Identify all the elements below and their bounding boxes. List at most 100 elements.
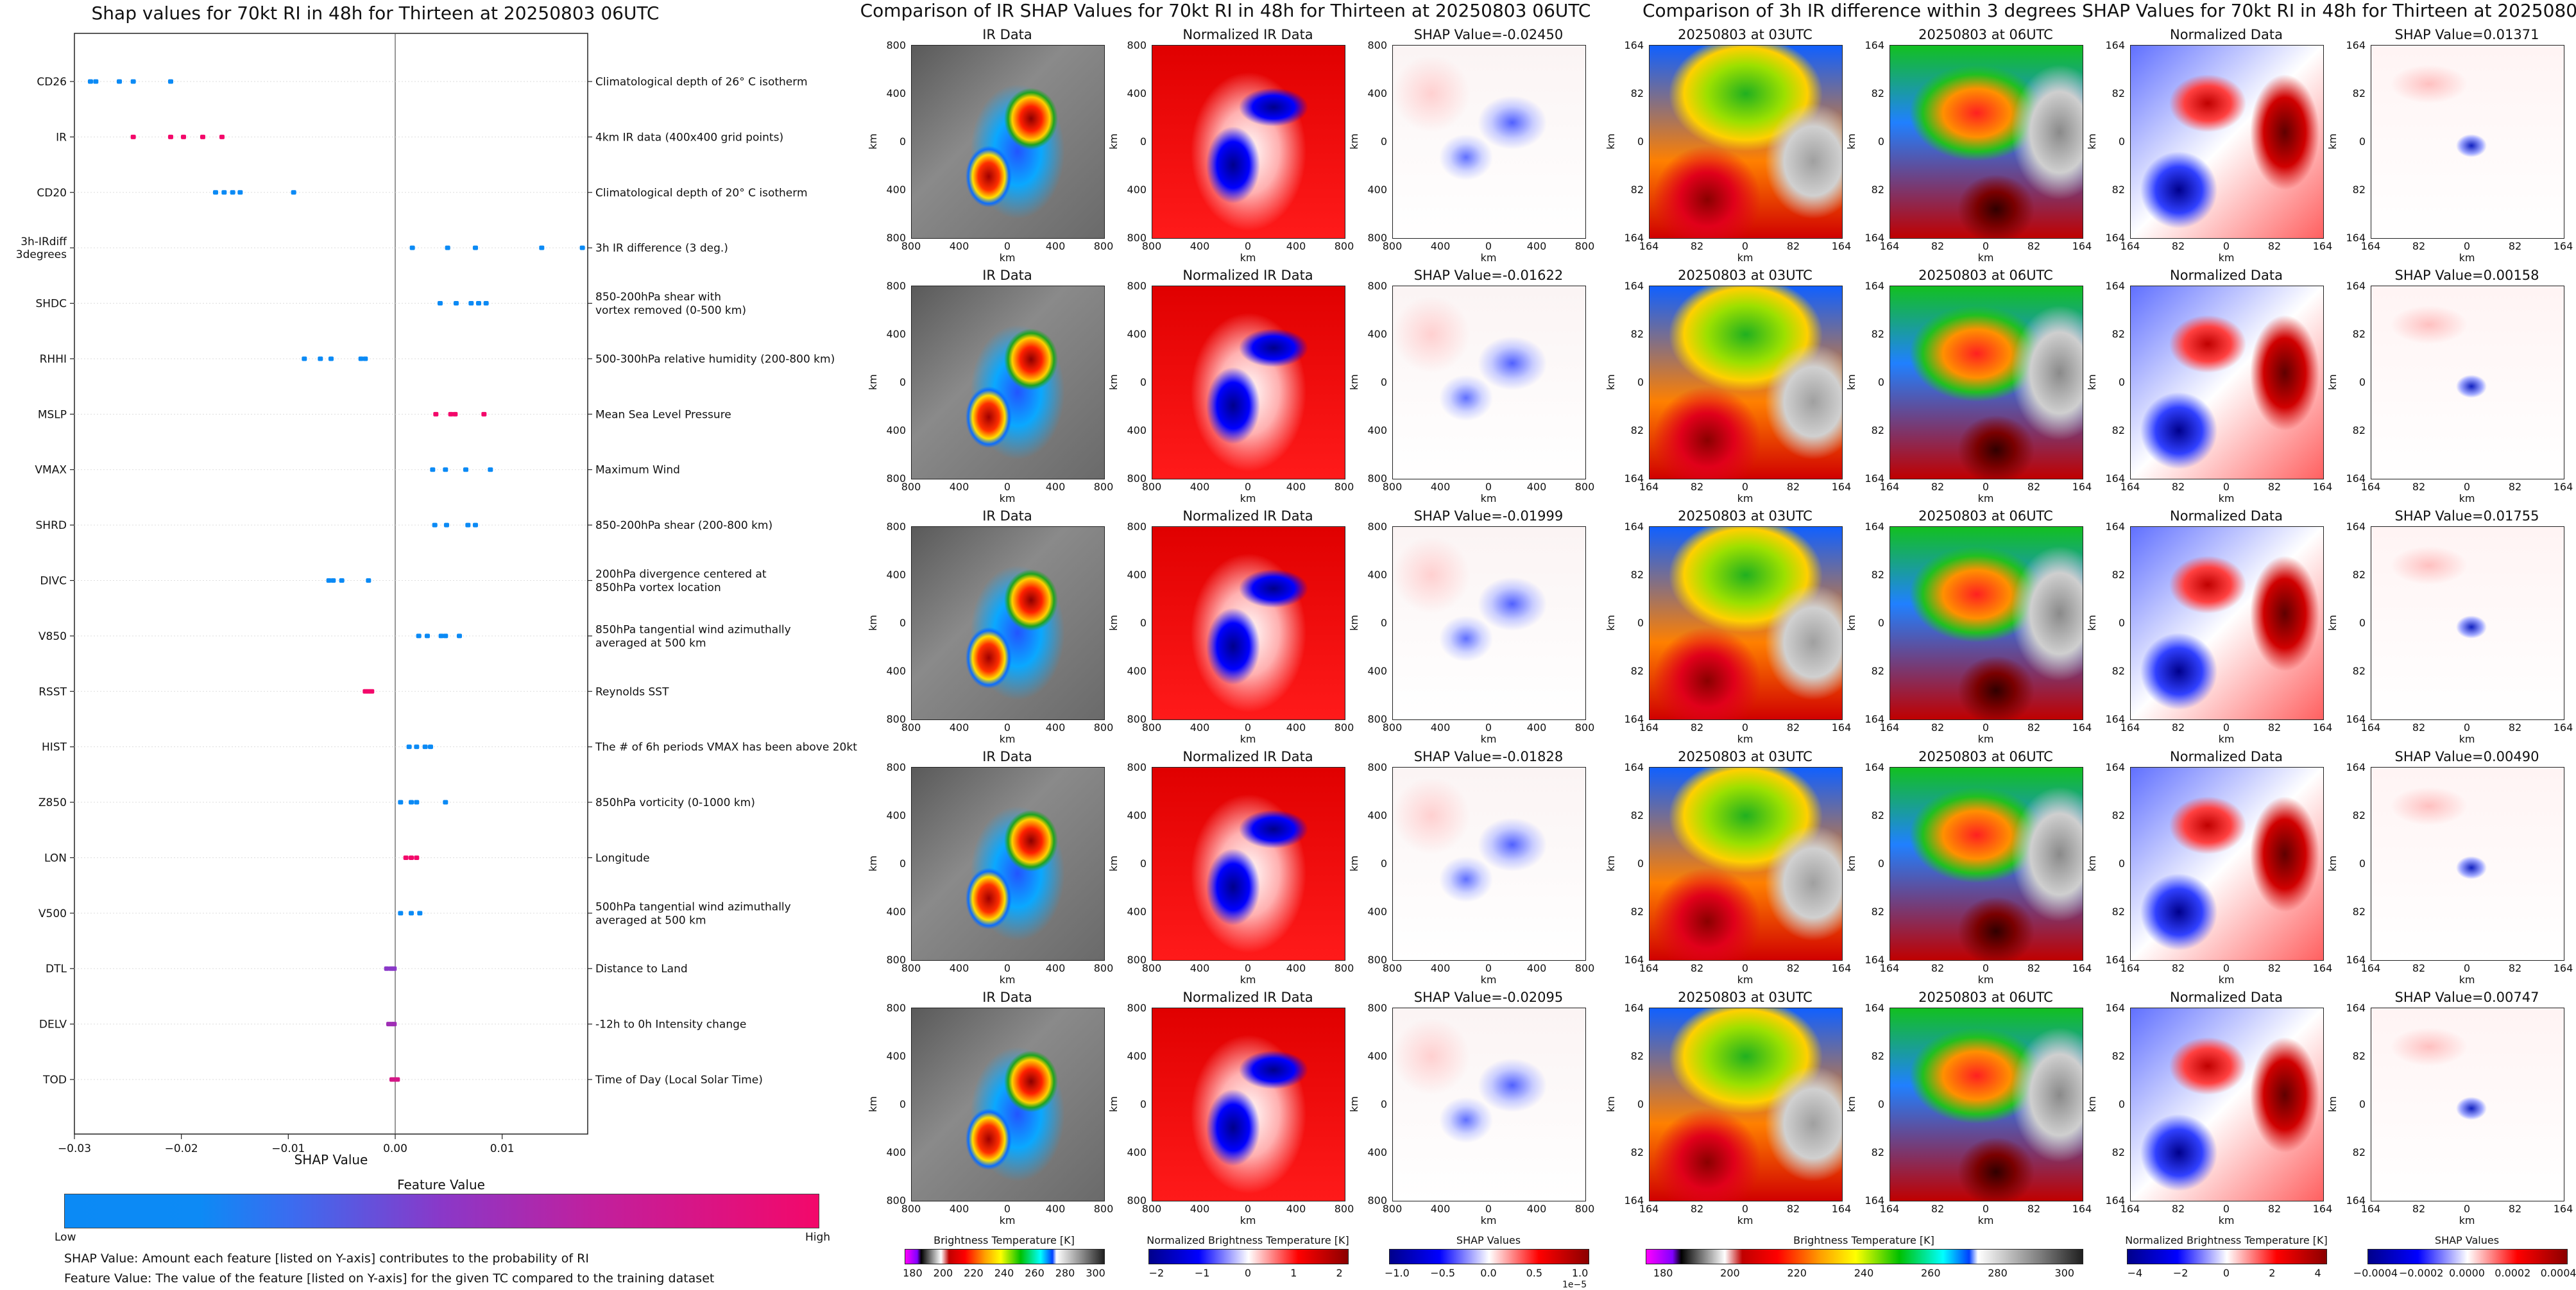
shap-point [432, 522, 438, 528]
ir-data-title: IR Data [982, 27, 1032, 42]
y-tick-label: 0 [1380, 135, 1387, 148]
colorbar-tick-label: 220 [1787, 1267, 1807, 1279]
y-tick-label: 164 [1624, 1002, 1644, 1014]
ir-data-image [911, 1008, 1105, 1201]
x-tick-label: 800 [1574, 962, 1595, 974]
y-tick-label: 82 [1630, 328, 1644, 340]
y-tick-label: 82 [1630, 1146, 1644, 1158]
y-tick-label: 164 [1624, 954, 1644, 966]
feature-description-label: Maximum Wind [595, 464, 680, 477]
feature-description-label: Climatological depth of 26° C isotherm [595, 76, 808, 89]
x-tick-label: 0 [1003, 721, 1011, 734]
diff-shap-map-image [2371, 45, 2564, 239]
y-tick-label: 82 [1630, 184, 1644, 196]
y-tick-label: 400 [1367, 906, 1387, 918]
y-tick-label: 164 [2346, 232, 2366, 244]
colorbar-tick-label: 260 [1025, 1267, 1045, 1279]
x-tick-label: 400 [1430, 962, 1451, 974]
shap-point [326, 578, 332, 583]
x-tick-label: 82 [2267, 1203, 2282, 1215]
feature-description-label: 850hPa vorticity (0-1000 km) [595, 796, 755, 809]
colorbar [2127, 1249, 2327, 1264]
shap-point [391, 1022, 397, 1027]
x-axis-label: km [999, 252, 1016, 264]
colorbar-tick-label: 0.0 [1480, 1267, 1497, 1279]
feature-description-label: 500hPa tangential wind azimuthally averag… [595, 900, 791, 927]
y-tick-label: 0 [1637, 376, 1644, 388]
x-tick-label: −0.01 [271, 1142, 305, 1155]
shap-point [409, 245, 415, 250]
colorbar-tick-label: 280 [1988, 1267, 2008, 1279]
x-tick-label: 400 [949, 962, 969, 974]
y-tick-label: 400 [886, 328, 906, 340]
y-axis-label: km [866, 374, 879, 390]
y-tick-label: 0 [2358, 135, 2366, 148]
shap-point [417, 911, 423, 916]
y-tick-label: 400 [886, 1146, 906, 1158]
x-tick-label: −0.03 [58, 1142, 91, 1155]
ir-06utc-title: 20250803 at 06UTC [1918, 27, 2053, 42]
y-tick-label: 82 [1630, 906, 1644, 918]
x-tick-label: 0 [2222, 481, 2230, 493]
y-tick-label: 0 [1139, 1098, 1147, 1110]
ir-03utc-title: 20250803 at 03UTC [1678, 268, 1813, 283]
x-tick-label: 800 [1574, 481, 1595, 493]
x-tick-label: 800 [1093, 481, 1114, 493]
y-tick-label: 0 [1380, 1098, 1387, 1110]
y-tick-label: 400 [886, 184, 906, 196]
x-axis-label: km [1480, 1214, 1497, 1226]
colorbar-tick-label: 1 [1290, 1267, 1297, 1279]
y-tick-label: 0 [899, 135, 906, 148]
x-axis-label: km [1240, 252, 1256, 264]
y-tick-label: 400 [1367, 569, 1387, 581]
x-axis-label: km [1480, 733, 1497, 745]
x-tick-label: 0 [1485, 481, 1492, 493]
normalized-diff-data-title: Normalized Data [2170, 990, 2283, 1005]
x-tick-label: 800 [1382, 481, 1403, 493]
feature-description-label: 850-200hPa shear with vortex removed (0-5… [595, 291, 746, 317]
x-tick-label: 800 [1574, 721, 1595, 734]
y-tick-label: 400 [1127, 184, 1147, 196]
y-tick-label: 164 [1624, 1194, 1644, 1207]
y-tick-label: 400 [1127, 87, 1147, 99]
x-tick-label: 800 [1334, 721, 1354, 734]
y-tick-label: 400 [886, 569, 906, 581]
x-tick-label: 164 [1831, 1203, 1852, 1215]
x-tick-label: 0 [1485, 240, 1492, 252]
shap-point [488, 467, 493, 472]
shap-point [465, 522, 471, 528]
x-tick-label: 164 [2553, 962, 2573, 974]
shap-point [579, 245, 585, 250]
right-panel-title: Comparison of 3h IR difference within 3 … [1642, 0, 2576, 21]
y-tick-label: 164 [2105, 713, 2125, 725]
colorbar-tick-label: −4 [2127, 1267, 2143, 1279]
colorbar-exponent: 1e−5 [1562, 1280, 1587, 1290]
y-axis-label: km [1347, 615, 1360, 631]
y-tick-label: 800 [1127, 1194, 1147, 1207]
x-tick-label: 164 [1639, 721, 1659, 734]
y-tick-label: 400 [1367, 184, 1387, 196]
y-tick-label: 0 [1637, 135, 1644, 148]
y-tick-label: 800 [1127, 520, 1147, 533]
x-tick-label: 0 [2222, 1203, 2230, 1215]
x-tick-label: 82 [1786, 481, 1800, 493]
diff-shap-map-title: SHAP Value=0.01371 [2394, 27, 2539, 42]
y-axis-label: km [1845, 133, 1857, 150]
y-tick-label: 164 [2105, 280, 2125, 292]
shap-point [391, 966, 397, 971]
normalized-diff-data-image [2130, 45, 2324, 239]
colorbar-tick-label: 0.0002 [2495, 1267, 2531, 1279]
x-tick-label: 0 [2463, 962, 2471, 974]
x-tick-label: 800 [1334, 1203, 1354, 1215]
y-tick-label: 400 [1127, 809, 1147, 821]
x-tick-label: 82 [2027, 481, 2041, 493]
x-tick-label: 800 [901, 962, 921, 974]
y-tick-label: 164 [1864, 954, 1884, 966]
x-tick-label: 0 [1741, 240, 1749, 252]
x-tick-label: 800 [1093, 1203, 1114, 1215]
x-tick-label: 800 [1574, 1203, 1595, 1215]
y-tick-label: 0 [2118, 376, 2125, 388]
x-tick-label: 82 [1690, 962, 1704, 974]
x-tick-label: 800 [901, 481, 921, 493]
x-axis-label: km [1977, 492, 1994, 504]
